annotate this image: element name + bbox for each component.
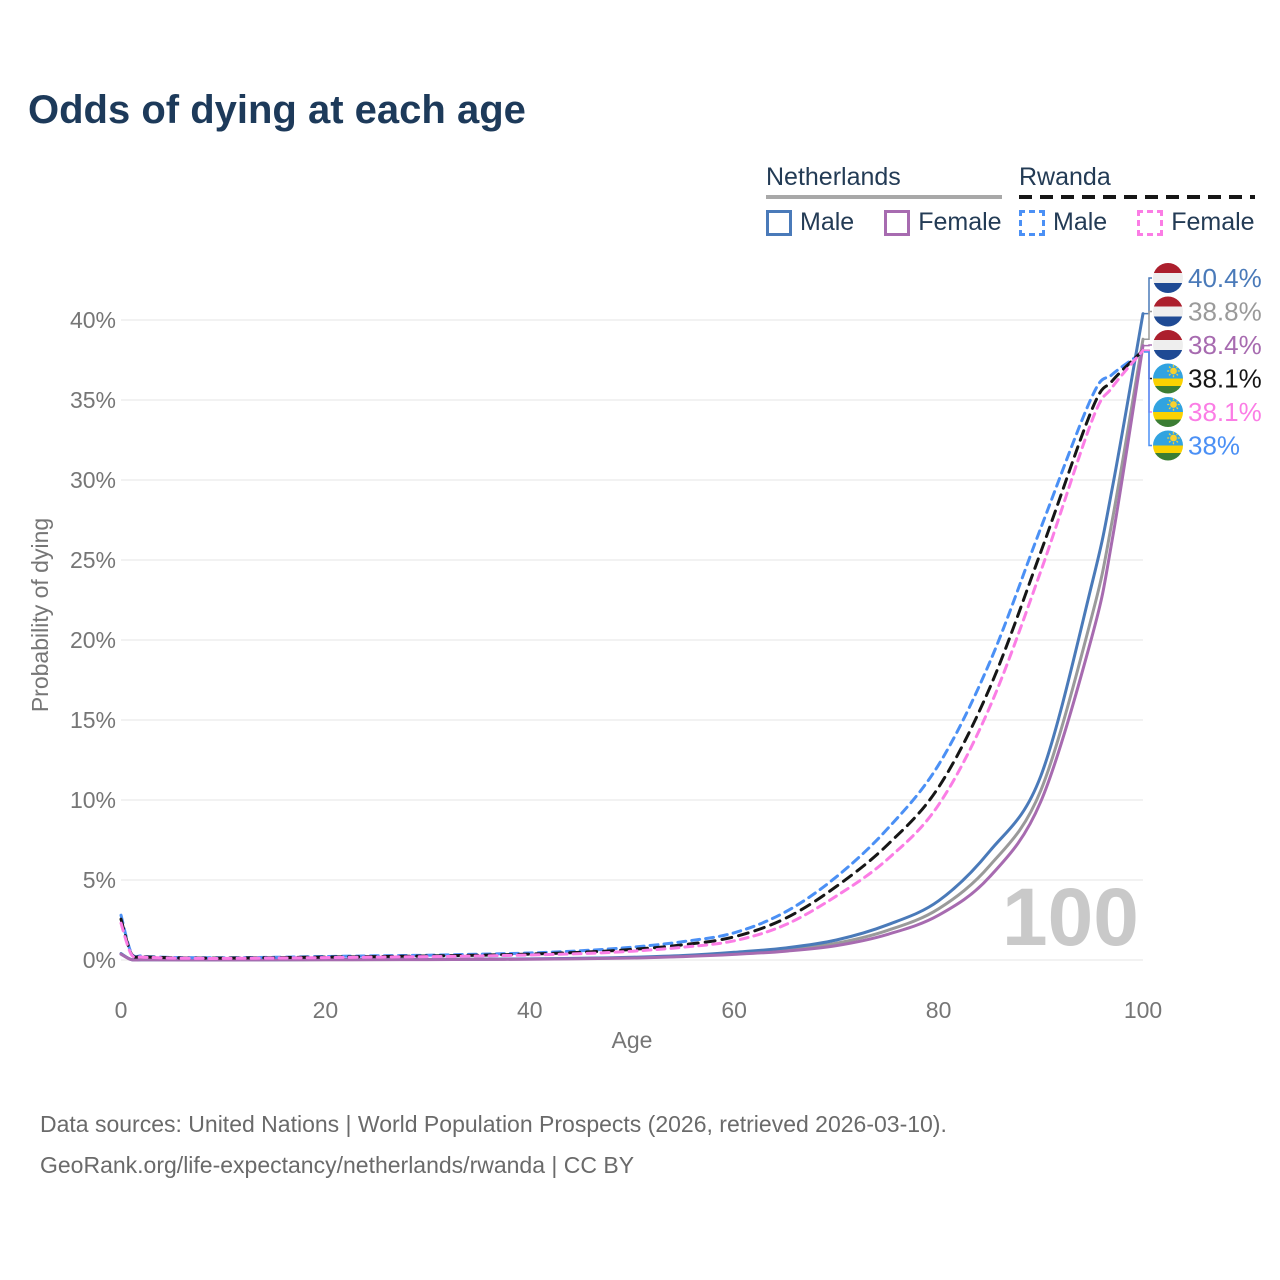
flag-sun-ray [1168, 399, 1171, 402]
end-label-nl-female: 38.4% [1188, 330, 1262, 360]
flag-rwanda-icon-art [1153, 363, 1183, 394]
y-tick-label: 35% [70, 387, 116, 413]
curve-nl-female [119, 344, 1145, 962]
curve-nl-both [119, 337, 1145, 962]
legend-label: Female [1171, 208, 1255, 236]
end-label-leader-line [1144, 349, 1152, 380]
legend-label: Male [800, 208, 855, 236]
rwanda-male-swatch [1019, 209, 1045, 236]
flag-stripe [1153, 283, 1183, 293]
flag-stripe [1153, 386, 1183, 394]
flag-rwanda-icon-art [1153, 397, 1183, 427]
x-tick-label: 20 [313, 997, 339, 1023]
rwanda-female-swatch [1137, 209, 1164, 236]
y-tick-label: 30% [70, 467, 116, 493]
flag-stripe [1153, 263, 1183, 273]
y-tick-label: 40% [70, 307, 116, 333]
end-label-nl-both: 38.8% [1188, 297, 1262, 327]
flag-netherlands-icon [1153, 296, 1183, 327]
flag-stripe [1153, 419, 1183, 427]
flag-stripe [1153, 378, 1183, 386]
netherlands-female-swatch [884, 209, 911, 236]
end-label-rw-both: 38.1% [1188, 364, 1262, 394]
flag-netherlands-icon-art [1153, 263, 1183, 293]
flag-sun-ray [1168, 366, 1171, 369]
x-tick-label: 60 [721, 997, 747, 1023]
end-label-leader-line [1144, 344, 1152, 347]
flag-netherlands-icon-art [1153, 330, 1183, 360]
flag-stripe [1153, 453, 1183, 461]
flag-rwanda-icon [1153, 430, 1183, 461]
legend-group-rwanda: Rwanda Male Female [1019, 163, 1255, 237]
flag-stripe [1153, 316, 1183, 327]
flag-sun-ray [1176, 407, 1179, 410]
legend-item-rwanda-male: Male [1019, 208, 1107, 237]
flag-stripe [1153, 306, 1183, 317]
flag-rwanda-icon-art [1153, 430, 1183, 461]
curve-nl-male [119, 312, 1145, 962]
legend-item-rwanda-female: Female [1137, 208, 1255, 237]
age-counter-watermark: 100 [1002, 872, 1139, 963]
curve-rw-female [119, 348, 1145, 960]
legend-label: Male [1053, 208, 1108, 236]
y-tick-label: 15% [70, 707, 116, 733]
flag-stripe [1153, 330, 1183, 340]
y-axis-title: Probability of dying [27, 518, 53, 712]
chart-footer: Data sources: United Nations | World Pop… [40, 1104, 947, 1186]
flag-stripe [1153, 412, 1183, 420]
end-label-nl-male: 40.4% [1188, 263, 1262, 293]
x-tick-label: 80 [926, 997, 952, 1023]
flag-stripe [1153, 296, 1183, 307]
flag-rwanda-icon [1153, 397, 1183, 427]
flag-stripe [1153, 350, 1183, 360]
y-tick-label: 20% [70, 627, 116, 653]
y-tick-label: 25% [70, 547, 116, 573]
x-axis-title: Age [612, 1027, 653, 1053]
legend-netherlands-label: Netherlands [766, 163, 901, 191]
footer-data-sources: Data sources: United Nations | World Pop… [40, 1111, 947, 1137]
flag-sun-ray [1168, 440, 1171, 443]
netherlands-line-style-swatch [766, 195, 1002, 199]
flag-stripe [1153, 340, 1183, 350]
end-label-leader-line [1144, 277, 1152, 315]
flag-netherlands-icon [1153, 330, 1183, 360]
netherlands-male-swatch [766, 209, 792, 236]
legend-label: Female [918, 208, 1002, 236]
flag-sun-ray [1176, 440, 1179, 443]
flag-stripe [1153, 273, 1183, 283]
flag-sun-ray [1176, 373, 1179, 376]
legend-rwanda-label: Rwanda [1019, 163, 1111, 191]
footer-attribution: GeoRank.org/life-expectancy/netherlands/… [40, 1152, 635, 1178]
flag-rwanda-icon [1153, 363, 1183, 394]
y-tick-label: 10% [70, 787, 116, 813]
end-label-rw-male: 38% [1188, 431, 1240, 461]
flag-netherlands-icon [1153, 263, 1183, 293]
flag-netherlands-icon-art [1153, 296, 1183, 327]
page-title: Odds of dying at each age [28, 88, 526, 132]
flag-sun-ray [1168, 433, 1171, 436]
end-label-leader-line [1144, 351, 1152, 447]
end-label-rw-female: 38.1% [1188, 397, 1262, 427]
flag-sun-ray [1168, 407, 1171, 410]
flag-stripe [1153, 445, 1183, 453]
end-label-leader-line [1144, 310, 1152, 340]
end-label-leader-line [1144, 349, 1152, 413]
legend-group-netherlands: Netherlands Male Female [766, 163, 1002, 237]
rwanda-line-style-swatch [1019, 195, 1255, 199]
flag-sun-ray [1168, 373, 1171, 376]
y-tick-label: 5% [83, 867, 116, 893]
flag-sun [1170, 401, 1177, 408]
y-tick-label: 0% [83, 947, 116, 973]
legend-item-netherlands-male: Male [766, 208, 854, 237]
x-tick-label: 40 [517, 997, 543, 1023]
flag-sun [1170, 367, 1177, 375]
x-tick-label: 0 [115, 997, 128, 1023]
flag-sun [1170, 434, 1177, 442]
legend-item-netherlands-female: Female [884, 208, 1002, 237]
x-tick-label: 100 [1124, 997, 1162, 1023]
